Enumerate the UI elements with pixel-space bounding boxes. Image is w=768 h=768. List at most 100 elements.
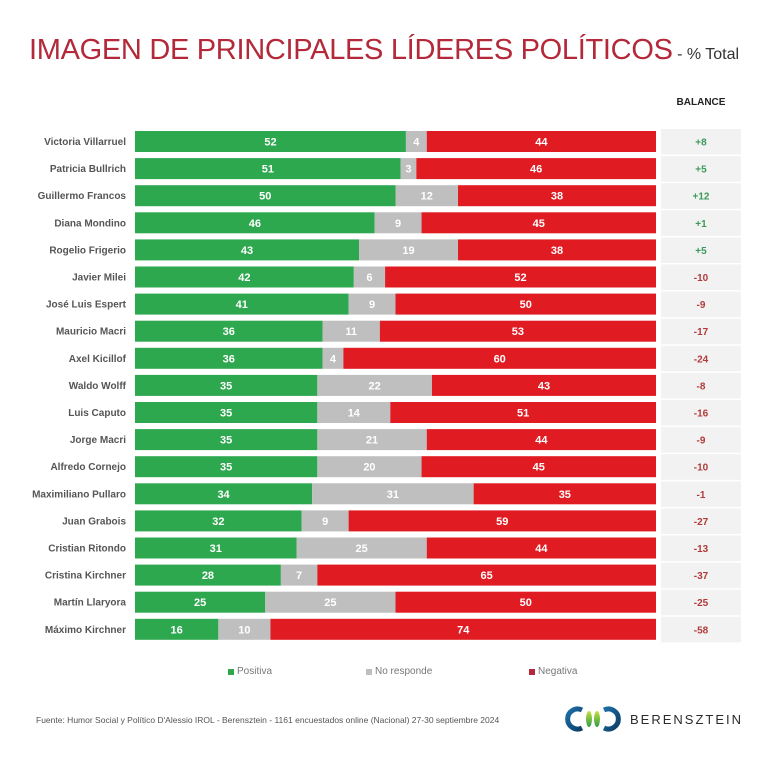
data-label-no-responde: 25 <box>356 543 368 555</box>
bar-no-responde <box>359 239 459 261</box>
balance-cell <box>661 427 741 453</box>
data-label-negativa: 46 <box>530 164 542 176</box>
category-label: Patricia Bullrich <box>50 164 126 175</box>
balance-cell <box>661 400 741 426</box>
data-label-negativa: 50 <box>520 299 532 311</box>
bar-positiva <box>135 266 354 288</box>
balance-value: -10 <box>694 273 709 284</box>
data-label-negativa: 59 <box>496 516 508 528</box>
data-label-negativa: 38 <box>551 245 563 257</box>
data-label-positiva: 31 <box>210 543 222 555</box>
data-label-no-responde: 3 <box>405 164 411 176</box>
data-label-positiva: 50 <box>259 191 271 203</box>
bar-positiva <box>135 456 318 478</box>
data-label-negativa: 45 <box>533 218 545 230</box>
data-label-no-responde: 4 <box>413 137 420 149</box>
balance-value: -24 <box>694 354 709 365</box>
data-label-no-responde: 11 <box>345 326 357 338</box>
bar-positiva <box>135 564 281 586</box>
balance-cell <box>661 616 741 643</box>
bar-negativa <box>458 185 656 207</box>
data-label-no-responde: 22 <box>369 380 381 392</box>
bar-no-responde <box>317 456 422 478</box>
balance-value: -10 <box>694 463 709 474</box>
balance-value: +12 <box>693 192 710 203</box>
bar-positiva <box>135 158 401 180</box>
bar-positiva <box>135 429 318 451</box>
bar-no-responde <box>322 320 380 342</box>
balance-column-header: BALANCE <box>676 97 726 108</box>
bar-negativa <box>473 483 656 505</box>
category-label: Máximo Kirchner <box>45 625 126 636</box>
bar-no-responde <box>312 483 474 505</box>
balance-cell <box>661 562 741 589</box>
balance-value: -9 <box>697 436 706 447</box>
data-label-negativa: 35 <box>559 489 571 501</box>
data-label-no-responde: 4 <box>330 353 337 365</box>
data-label-negativa: 38 <box>551 191 563 203</box>
balance-value: -17 <box>694 327 709 338</box>
bar-no-responde <box>400 158 417 180</box>
legend-label-negativa: Negativa <box>538 666 578 677</box>
bar-negativa <box>317 564 656 586</box>
brand-name: BERENSZTEIN <box>630 711 744 727</box>
data-label-positiva: 35 <box>220 435 232 447</box>
data-label-no-responde: 19 <box>402 245 414 257</box>
bar-positiva <box>135 537 297 559</box>
category-label: Cristina Kirchner <box>45 571 126 582</box>
balance-cell <box>661 508 741 534</box>
data-label-positiva: 34 <box>217 489 230 501</box>
balance-cell <box>661 129 741 155</box>
balance-value: -37 <box>694 571 709 582</box>
bar-negativa <box>431 374 656 396</box>
data-label-negativa: 65 <box>481 570 493 582</box>
legend-label-no-responde: No responde <box>375 666 433 677</box>
data-label-positiva: 43 <box>241 245 253 257</box>
data-label-positiva: 35 <box>220 408 232 420</box>
data-label-positiva: 42 <box>238 272 250 284</box>
bar-negativa <box>395 293 656 315</box>
balance-cell <box>661 481 741 507</box>
data-label-no-responde: 14 <box>348 408 361 420</box>
balance-cell <box>661 535 741 562</box>
data-label-no-responde: 21 <box>366 435 378 447</box>
balance-cell <box>661 372 741 399</box>
legend-item-no-responde: No responde <box>366 666 432 677</box>
data-label-negativa: 50 <box>520 597 532 609</box>
balance-value: -58 <box>694 625 709 636</box>
balance-cell <box>661 156 741 182</box>
category-label: Victoria Villarruel <box>44 137 126 148</box>
bar-negativa <box>426 537 656 559</box>
data-label-positiva: 52 <box>264 137 276 149</box>
bar-no-responde <box>296 537 427 559</box>
data-label-positiva: 46 <box>249 218 261 230</box>
balance-cell <box>661 210 741 236</box>
data-label-negativa: 60 <box>494 353 506 365</box>
bar-positiva <box>135 347 323 369</box>
balance-cell <box>661 237 741 263</box>
data-label-negativa: 51 <box>517 408 529 420</box>
bar-positiva <box>135 293 349 315</box>
legend-swatch-positiva <box>228 668 234 675</box>
data-label-positiva: 28 <box>202 570 214 582</box>
chart-title: IMAGEN DE PRINCIPALES LÍDERES POLÍTICOS … <box>0 34 768 67</box>
data-label-negativa: 44 <box>535 137 548 149</box>
bar-negativa <box>421 212 656 234</box>
category-label: Rogelio Frigerio <box>49 245 126 256</box>
berensztein-logo-icon <box>565 706 621 732</box>
bar-no-responde <box>374 212 422 234</box>
data-label-no-responde: 10 <box>238 624 250 636</box>
data-label-no-responde: 9 <box>395 218 401 230</box>
data-label-positiva: 36 <box>223 353 235 365</box>
legend-label-positiva: Positiva <box>237 666 273 677</box>
bar-no-responde <box>322 347 344 369</box>
balance-cell <box>661 183 741 209</box>
bar-negativa <box>385 266 656 288</box>
data-label-positiva: 25 <box>194 597 206 609</box>
bar-no-responde <box>348 293 396 315</box>
data-label-negativa: 44 <box>535 435 548 447</box>
bar-negativa <box>343 347 656 369</box>
bar-positiva <box>135 618 219 640</box>
data-label-negativa: 43 <box>538 380 550 392</box>
balance-cell <box>661 291 741 318</box>
